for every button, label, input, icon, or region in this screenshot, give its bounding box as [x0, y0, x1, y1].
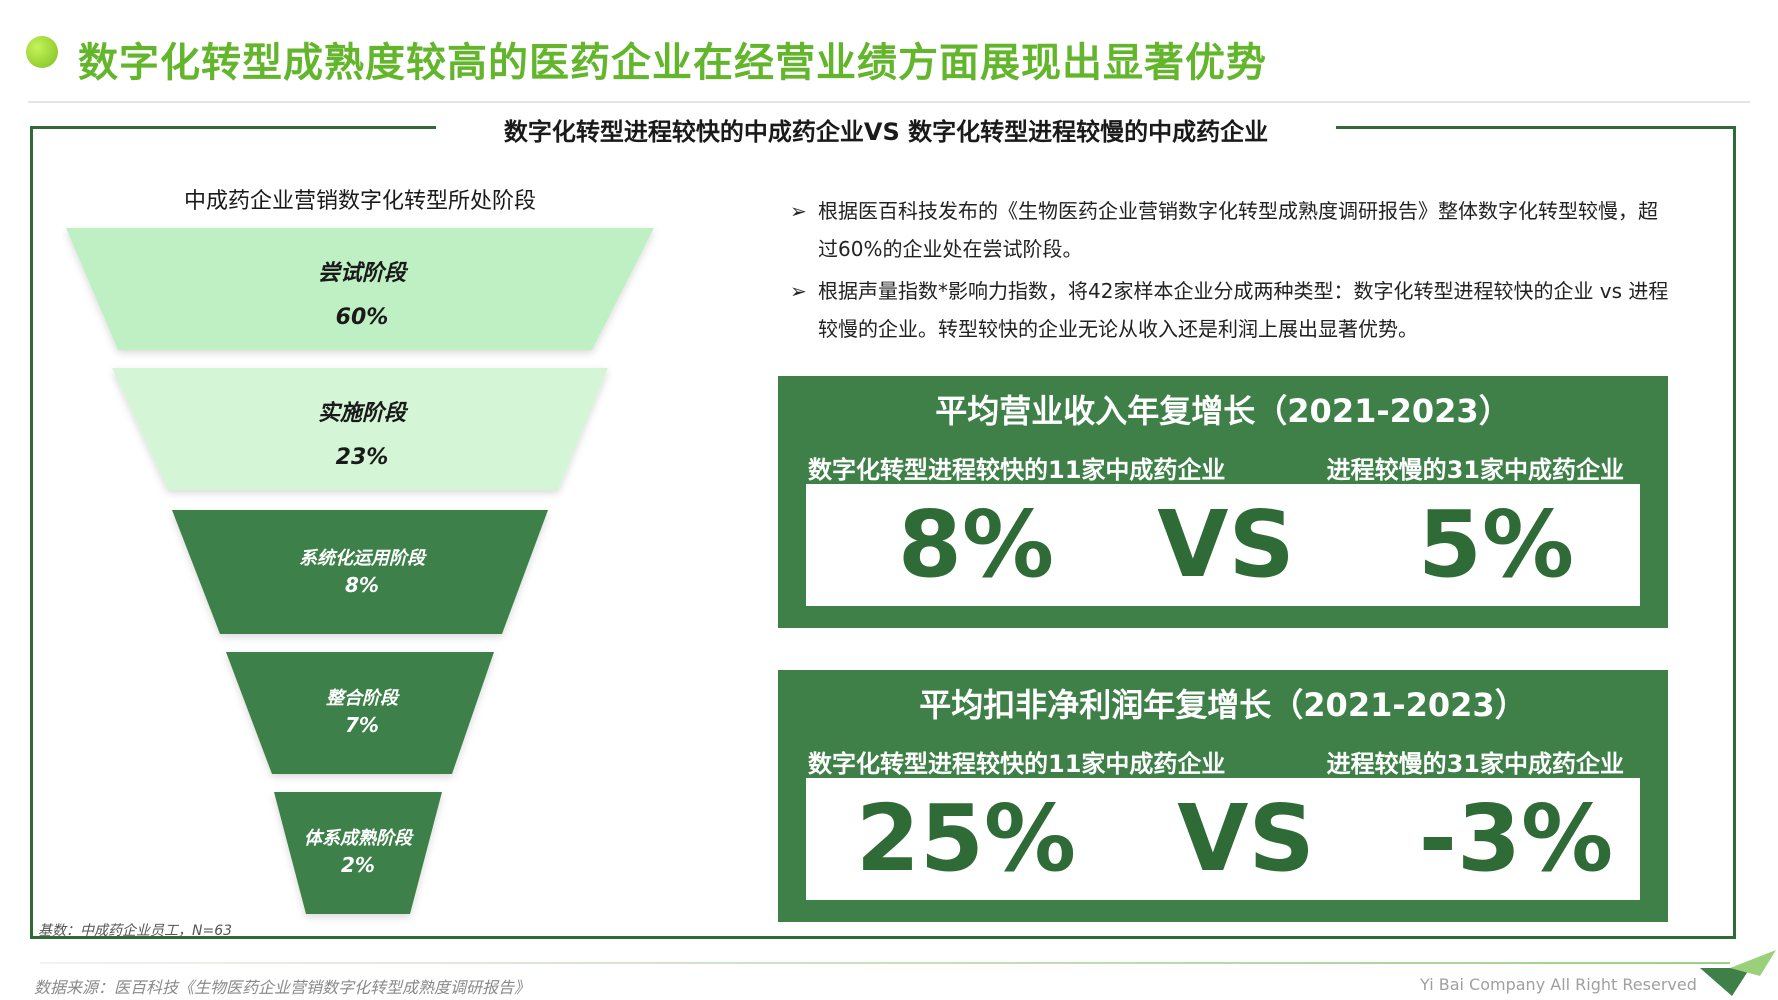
slow-group-value: -3% [1418, 785, 1614, 892]
funnel-stage-2-value: 23% [336, 445, 389, 470]
bullet-text: 根据医百科技发布的《生物医药企业营销数字化转型成熟度调研报告》整体数字化转型较慢… [818, 199, 1658, 261]
fast-group-label: 数字化转型进程较快的11家中成药企业 [808, 750, 1226, 778]
page-title: 数字化转型成熟度较高的医药企业在经营业绩方面展现出显著优势 [78, 40, 1267, 86]
fast-group-value: 8% [897, 491, 1055, 598]
vs-label: VS [1157, 491, 1295, 598]
fast-group-label: 数字化转型进程较快的11家中成药企业 [808, 456, 1226, 484]
comparison-box: 25% VS -3% [806, 778, 1640, 900]
funnel-stage-4-name: 整合阶段 [326, 688, 400, 709]
slow-group-label: 进程较慢的31家中成药企业 [1326, 750, 1624, 778]
profit-growth-panel: 平均扣非净利润年复增长（2021-2023） 数字化转型进程较快的11家中成药企… [778, 670, 1668, 922]
data-source: 数据来源：医百科技《生物医药企业营销数字化转型成熟度调研报告》 [34, 978, 531, 997]
slow-group-value: 5% [1417, 491, 1575, 598]
funnel-stage-3-name: 系统化运用阶段 [299, 548, 427, 569]
funnel-stage-3: 系统化运用阶段 8% [172, 510, 548, 634]
funnel-title: 中成药企业营销数字化转型所处阶段 [183, 189, 536, 214]
corner-logo-icon [1700, 950, 1776, 996]
comparison-box: 8% VS 5% [806, 484, 1640, 606]
funnel-chart: 尝试阶段 60% 实施阶段 23% 系统化运用阶段 8% 整合阶段 7% 体系成… [66, 228, 654, 914]
footer-divider [40, 962, 1730, 964]
revenue-growth-panel: 平均营业收入年复增长（2021-2023） 数字化转型进程较快的11家中成药企业… [778, 376, 1668, 628]
funnel-stage-4: 整合阶段 7% [226, 652, 494, 774]
funnel-stage-1-name: 尝试阶段 [318, 260, 409, 286]
bullet-text: 根据声量指数*影响力指数，将42家样本企业分成两种类型：数字化转型进程较快的企业… [818, 279, 1669, 341]
funnel-stage-1-value: 60% [336, 305, 389, 330]
title-bullet-icon [26, 36, 58, 68]
funnel-stage-4-value: 7% [345, 713, 379, 737]
funnel-stage-1: 尝试阶段 60% [66, 228, 654, 350]
funnel-stage-5-value: 2% [341, 853, 375, 877]
funnel-stage-2-name: 实施阶段 [318, 400, 409, 426]
arrow-bullet-icon: ➢ [790, 279, 807, 303]
funnel-stage-3-value: 8% [345, 573, 379, 597]
fast-group-value: 25% [855, 785, 1077, 892]
bullet-list: ➢ 根据医百科技发布的《生物医药企业营销数字化转型成熟度调研报告》整体数字化转型… [790, 192, 1670, 352]
panel-title: 平均扣非净利润年复增长（2021-2023） [919, 686, 1527, 724]
panel-title: 平均营业收入年复增长（2021-2023） [935, 392, 1511, 430]
title-divider [28, 101, 1750, 103]
bullet-item: ➢ 根据声量指数*影响力指数，将42家样本企业分成两种类型：数字化转型进程较快的… [790, 272, 1670, 348]
funnel-stage-5: 体系成熟阶段 2% [274, 792, 442, 914]
copyright-text: Yi Bai Company All Right Reserved [1420, 975, 1697, 994]
slow-group-label: 进程较慢的31家中成药企业 [1326, 456, 1624, 484]
vs-label: VS [1177, 785, 1315, 892]
funnel-stage-2: 实施阶段 23% [112, 368, 608, 490]
base-note: 基数：中成药企业员工，N=63 [38, 923, 233, 939]
section-subtitle: 数字化转型进程较快的中成药企业VS 数字化转型进程较慢的中成药企业 [436, 112, 1336, 147]
funnel-stage-5-name: 体系成熟阶段 [304, 828, 414, 849]
bullet-item: ➢ 根据医百科技发布的《生物医药企业营销数字化转型成熟度调研报告》整体数字化转型… [790, 192, 1670, 268]
arrow-bullet-icon: ➢ [790, 199, 807, 223]
